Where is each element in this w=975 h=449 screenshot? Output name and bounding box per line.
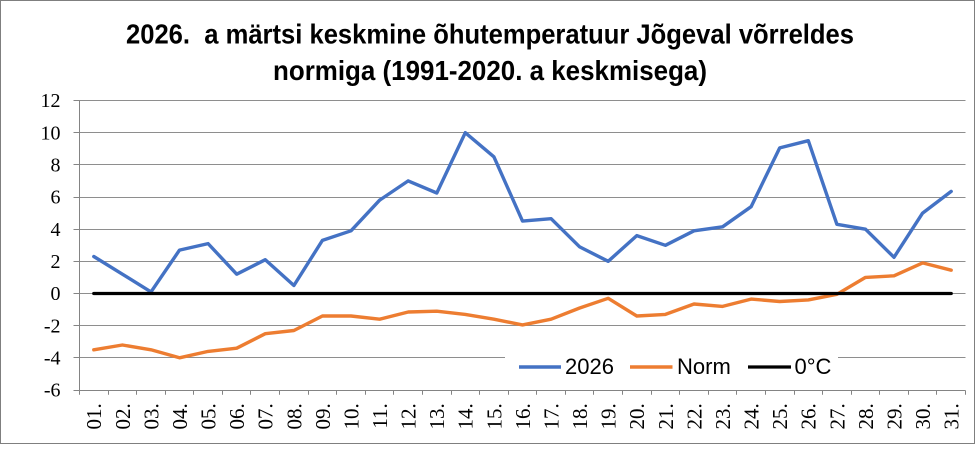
svg-text:30.: 30. [911,403,935,429]
svg-text:09.: 09. [311,403,335,429]
svg-text:Norm: Norm [677,354,731,379]
svg-text:13.: 13. [425,403,449,429]
svg-text:03.: 03. [139,403,163,429]
svg-text:02.: 02. [111,403,135,429]
svg-text:0°C: 0°C [795,354,832,379]
svg-text:06.: 06. [225,403,249,429]
svg-text:15.: 15. [482,403,506,429]
svg-text:24.: 24. [740,403,764,429]
svg-text:-4: -4 [44,348,61,370]
svg-text:07.: 07. [254,403,278,429]
svg-text:12: 12 [41,90,61,112]
svg-text:-2: -2 [44,315,61,337]
svg-text:21.: 21. [654,403,678,429]
svg-text:05.: 05. [197,403,221,429]
svg-text:23.: 23. [711,403,735,429]
svg-text:14.: 14. [454,403,478,429]
svg-text:0: 0 [51,283,61,305]
svg-text:08.: 08. [282,403,306,429]
svg-text:10: 10 [41,122,61,144]
svg-text:10.: 10. [339,403,363,429]
svg-text:26.: 26. [797,403,821,429]
svg-text:20.: 20. [625,403,649,429]
svg-text:2026: 2026 [565,354,614,379]
svg-text:17.: 17. [540,403,564,429]
svg-text:2026. a märtsi keskmine õhute: 2026. a märtsi keskmine õhutemperatuur J… [126,19,854,50]
svg-text:01.: 01. [82,403,106,429]
svg-text:-6: -6 [44,380,61,402]
svg-text:16.: 16. [511,403,535,429]
svg-text:22.: 22. [682,403,706,429]
svg-text:6: 6 [51,187,61,209]
svg-text:18.: 18. [568,403,592,429]
svg-text:4: 4 [51,219,61,241]
svg-text:19.: 19. [597,403,621,429]
svg-text:28.: 28. [854,403,878,429]
svg-text:11.: 11. [368,403,392,428]
svg-text:12.: 12. [397,403,421,429]
svg-text:04.: 04. [168,403,192,429]
svg-text:2: 2 [51,251,61,273]
svg-text:normiga (1991-2020. a keskmise: normiga (1991-2020. a keskmisega) [273,55,707,86]
svg-text:8: 8 [51,155,61,177]
svg-text:25.: 25. [768,403,792,429]
svg-text:27.: 27. [825,403,849,429]
svg-text:29.: 29. [882,403,906,429]
svg-text:31.: 31. [940,403,964,429]
